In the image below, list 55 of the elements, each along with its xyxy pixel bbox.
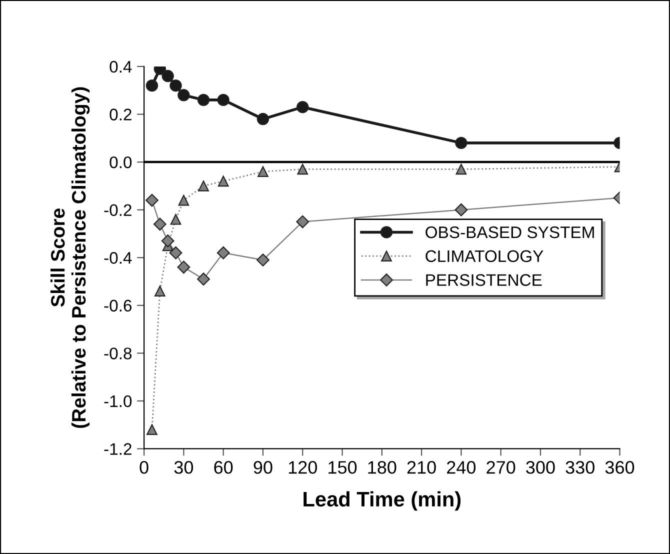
point xyxy=(170,79,182,92)
x-tick-label: 180 xyxy=(368,461,396,474)
legend-label: PERSISTENCE xyxy=(426,274,542,286)
point xyxy=(296,100,309,114)
y-tick-label: -0.8 xyxy=(104,348,132,360)
point xyxy=(162,70,174,82)
point xyxy=(216,246,230,260)
x-tick-label: 150 xyxy=(328,461,357,474)
point xyxy=(197,272,210,286)
point xyxy=(258,166,268,178)
point xyxy=(153,218,166,231)
x-tick-label: 240 xyxy=(447,461,476,474)
y-tick-label: 0.4 xyxy=(110,60,132,73)
point xyxy=(454,203,468,216)
point xyxy=(218,176,229,187)
point xyxy=(456,164,467,175)
point xyxy=(154,286,166,296)
point xyxy=(178,89,190,102)
point xyxy=(146,79,158,92)
point xyxy=(256,254,270,266)
y-tick-label: -1.2 xyxy=(104,443,132,455)
x-tick-label: 210 xyxy=(407,461,436,474)
point xyxy=(169,246,182,260)
y-tick-label: 0.0 xyxy=(110,156,132,168)
point xyxy=(197,94,210,106)
point xyxy=(296,215,310,228)
x-tick-label: 360 xyxy=(605,461,634,474)
y-tick-label: -0.2 xyxy=(104,204,132,216)
x-tick-label: 90 xyxy=(254,461,272,474)
x-tick-label: 0 xyxy=(140,461,148,474)
x-tick-label: 330 xyxy=(566,461,594,474)
point xyxy=(178,194,190,206)
point xyxy=(217,94,230,106)
point xyxy=(146,424,158,436)
x-tick-label: 30 xyxy=(174,461,194,474)
y-tick-label: 0.2 xyxy=(110,108,132,120)
point xyxy=(177,260,190,274)
x-tick-label: 270 xyxy=(486,461,516,474)
x-tick-label: 60 xyxy=(214,461,233,474)
point xyxy=(146,194,158,207)
y-axis-title: Skill Score (Relative to Persistence Climatology) xyxy=(50,87,90,428)
point xyxy=(161,234,174,248)
point xyxy=(297,164,308,175)
legend-label: CLIMATOLOGY xyxy=(426,250,544,262)
point xyxy=(455,136,468,150)
y-tick-label: -0.4 xyxy=(104,252,132,264)
x-tick-label: 300 xyxy=(526,461,555,474)
y-tick-label: -1.0 xyxy=(104,395,132,408)
legend-label: OBS-BASED SYSTEM xyxy=(426,226,594,238)
x-axis-title: Lead Time (min) xyxy=(304,491,461,511)
y-tick-label: -0.6 xyxy=(104,300,132,312)
point xyxy=(198,180,209,192)
point xyxy=(170,214,182,225)
x-tick-label: 120 xyxy=(288,461,317,474)
point xyxy=(256,112,270,126)
